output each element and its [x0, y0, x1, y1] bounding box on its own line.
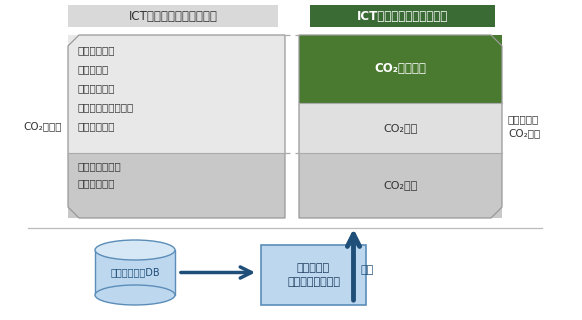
Text: トータルで
CO₂削減: トータルで CO₂削減: [508, 115, 540, 139]
Text: CO₂排出量: CO₂排出量: [23, 122, 62, 132]
Bar: [95, 250, 175, 295]
Bar: [310, 5, 495, 27]
Bar: [261, 245, 366, 305]
Bar: [299, 103, 502, 153]
Text: CO₂減少: CO₂減少: [384, 123, 418, 133]
Text: CO₂削減効果: CO₂削減効果: [375, 62, 427, 76]
Text: 評価ツール
（アルゴリズム）: 評価ツール （アルゴリズム）: [287, 263, 340, 287]
Text: 人の移動量: 人の移動量: [77, 64, 108, 74]
Bar: [299, 153, 502, 218]
Text: 評価: 評価: [360, 266, 374, 276]
Bar: [68, 5, 278, 27]
Text: モノの消費量: モノの消費量: [77, 45, 115, 55]
Ellipse shape: [95, 240, 175, 260]
Text: ICTソリューション導入前: ICTソリューション導入前: [129, 10, 218, 22]
Text: 倉庫スペース: 倉庫スペース: [77, 121, 115, 131]
Text: 機器電力消費量: 機器電力消費量: [77, 161, 120, 171]
Text: ICTソリューション導入後: ICTソリューション導入後: [357, 10, 448, 22]
Bar: [68, 153, 285, 218]
Text: CO₂増加: CO₂増加: [384, 180, 418, 190]
Text: オフィス・スペース: オフィス・スペース: [77, 102, 133, 112]
Text: データ通信量: データ通信量: [77, 178, 115, 188]
Text: 環境影響要因DB: 環境影響要因DB: [110, 268, 160, 277]
Bar: [68, 35, 285, 153]
Bar: [299, 35, 502, 103]
Ellipse shape: [95, 285, 175, 305]
Text: モノの移動量: モノの移動量: [77, 83, 115, 93]
